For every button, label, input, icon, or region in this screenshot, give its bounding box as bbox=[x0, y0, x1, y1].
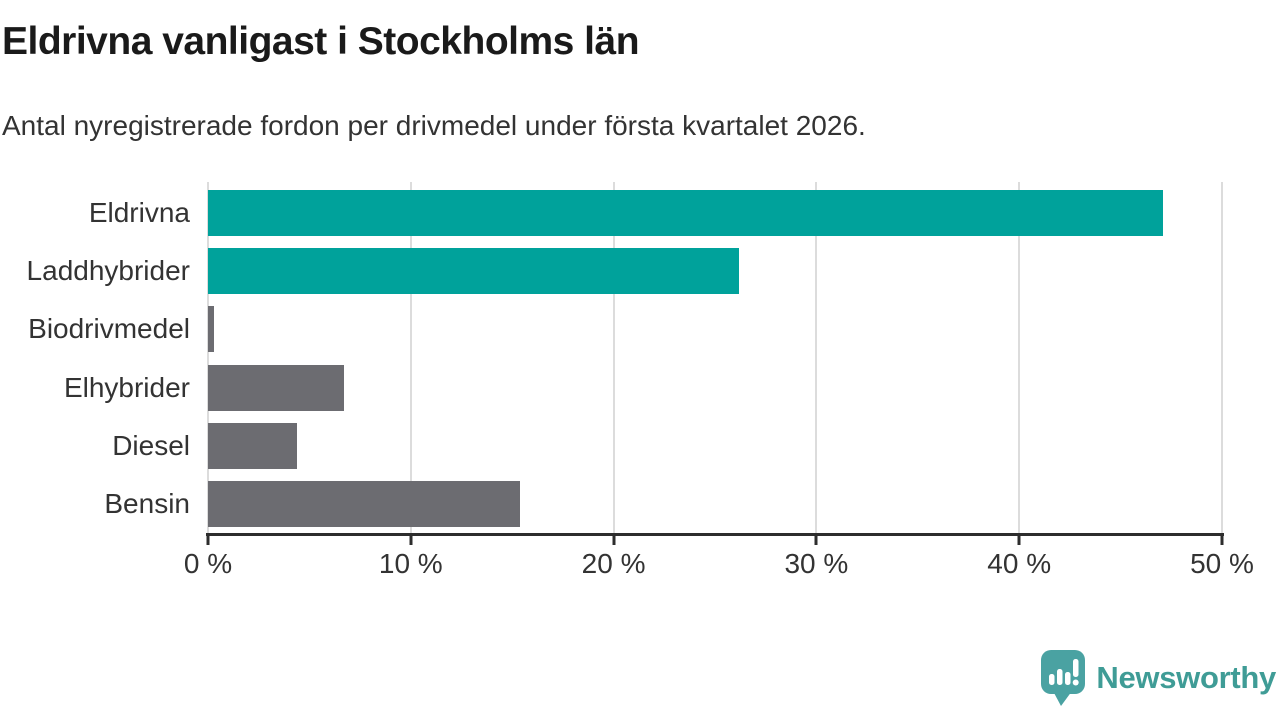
category-label-laddhybrider: Laddhybrider bbox=[26, 255, 190, 286]
category-label-bensin: Bensin bbox=[104, 488, 190, 519]
chart-title: Eldrivna vanligast i Stockholms län bbox=[2, 20, 640, 63]
category-label-diesel: Diesel bbox=[112, 430, 190, 461]
x-tick-0 bbox=[206, 536, 210, 545]
bar-laddhybrider bbox=[208, 248, 740, 294]
chart-subtitle: Antal nyregistrerade fordon per drivmede… bbox=[2, 110, 866, 141]
x-tick-30 bbox=[814, 536, 818, 545]
x-tick-label-10: 10 % bbox=[378, 548, 443, 579]
x-tick-label-50: 50 % bbox=[1190, 548, 1254, 579]
bar-biodrivmedel bbox=[208, 306, 215, 352]
x-tick-10 bbox=[409, 536, 413, 545]
category-label-biodrivmedel: Biodrivmedel bbox=[28, 313, 190, 344]
x-axis-tick-labels: 0 % 10 % 20 % 30 % 40 % 50 % bbox=[184, 548, 1254, 580]
newsworthy-logo-icon bbox=[1041, 650, 1086, 706]
x-tick-label-40: 40 % bbox=[987, 548, 1052, 579]
gridline-40 bbox=[1018, 182, 1021, 533]
x-tick-label-20: 20 % bbox=[581, 548, 646, 579]
bar-bensin bbox=[208, 481, 521, 527]
bar-diesel bbox=[208, 423, 298, 469]
x-tick-label-30: 30 % bbox=[784, 548, 849, 579]
x-axis-line bbox=[206, 533, 1224, 536]
gridline-50 bbox=[1221, 182, 1223, 533]
newsworthy-logo-text: Newsworthy bbox=[1096, 660, 1276, 695]
category-labels: Eldrivna Laddhybrider Biodrivmedel Elhybrid… bbox=[0, 184, 190, 533]
category-label-eldrivna: Eldrivna bbox=[88, 197, 190, 228]
bar-eldrivna bbox=[208, 190, 1164, 236]
x-tick-40 bbox=[1017, 536, 1021, 545]
x-axis-ticks bbox=[206, 536, 1224, 546]
plot-area bbox=[207, 182, 1223, 533]
newsworthy-logo[interactable]: Newsworthy bbox=[1040, 649, 1276, 707]
x-tick-label-0: 0 % bbox=[183, 548, 233, 579]
gridline-10 bbox=[409, 182, 412, 533]
category-label-elhybrider: Elhybrider bbox=[63, 372, 190, 403]
x-tick-50 bbox=[1220, 536, 1224, 545]
bar-elhybrider bbox=[208, 365, 344, 411]
gridline-30 bbox=[815, 182, 818, 533]
gridline-20 bbox=[612, 182, 615, 533]
gridline-0 bbox=[207, 182, 209, 533]
x-tick-20 bbox=[612, 536, 616, 545]
